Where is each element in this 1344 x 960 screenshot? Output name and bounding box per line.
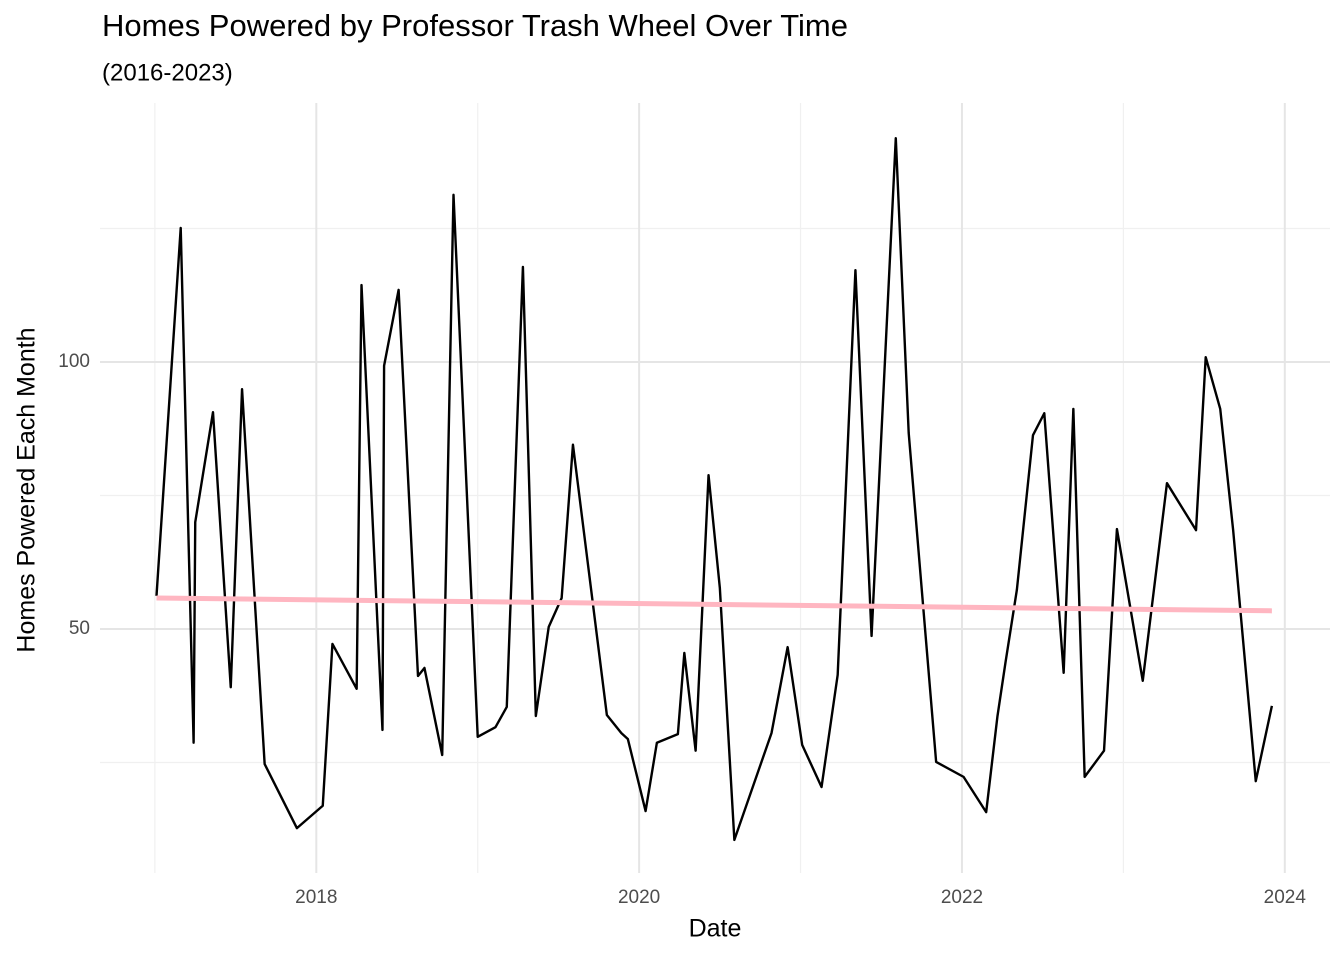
y-tick-label: 100 xyxy=(58,351,90,372)
chart-title: Homes Powered by Professor Trash Wheel O… xyxy=(102,8,848,43)
chart-subtitle: (2016-2023) xyxy=(102,59,233,86)
x-axis-title: Date xyxy=(689,915,742,943)
y-axis-title: Homes Powered Each Month xyxy=(13,327,41,652)
x-tick-label: 2024 xyxy=(1264,887,1307,908)
y-tick-label: 50 xyxy=(69,618,90,639)
x-tick-label: 2018 xyxy=(295,887,337,908)
x-tick-label: 2022 xyxy=(941,887,983,908)
data-line xyxy=(155,137,1274,842)
x-tick-label: 2020 xyxy=(618,887,660,908)
trend-line xyxy=(156,595,1272,614)
